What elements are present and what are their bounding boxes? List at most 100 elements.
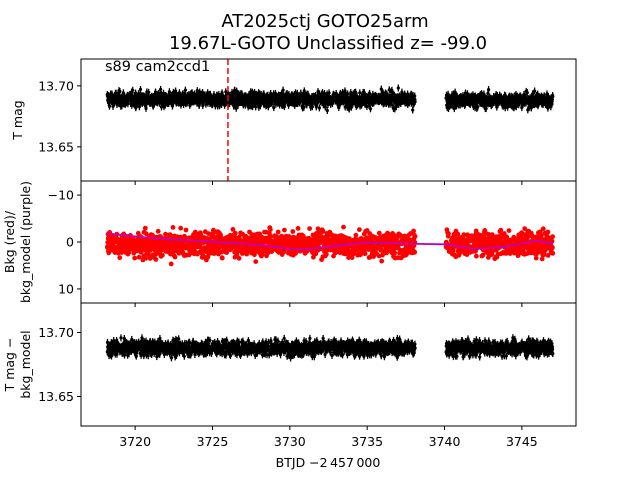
data-point (254, 105, 258, 109)
data-point (269, 91, 273, 96)
background-point (131, 250, 137, 256)
background-point (252, 252, 257, 258)
background-point (282, 227, 287, 233)
data-point (310, 105, 314, 109)
data-point (525, 91, 529, 95)
background-point (341, 224, 346, 230)
data-point (183, 88, 187, 92)
background-point (346, 255, 351, 260)
background-point (155, 228, 161, 234)
y-axis-label: T mag (10, 100, 25, 140)
background-point (163, 231, 168, 237)
background-point (117, 255, 123, 261)
data-point (147, 90, 151, 94)
data-point (514, 105, 518, 109)
data-point (258, 104, 262, 108)
background-point (290, 229, 296, 234)
data-point (302, 105, 306, 109)
data-point (302, 89, 306, 93)
background-point (232, 230, 238, 236)
data-point (337, 103, 342, 107)
data-point (281, 88, 285, 92)
background-point (206, 231, 212, 237)
background-point (183, 227, 189, 233)
data-point (396, 86, 400, 90)
background-point (219, 255, 225, 261)
background-point (269, 248, 275, 254)
background-point (349, 255, 355, 260)
background-point (300, 233, 306, 239)
data-point (144, 106, 148, 110)
background-point (324, 251, 329, 257)
background-point (230, 227, 236, 232)
background-point (268, 234, 274, 240)
chart-title-line-1: AT2025ctj GOTO25arm (221, 11, 428, 32)
background-point (216, 245, 222, 251)
background-point (147, 256, 153, 261)
chart-title-line-2: 19.67L-GOTO Unclassified z= -99.0 (169, 33, 487, 54)
background-point (172, 254, 178, 260)
background-point (265, 250, 271, 256)
background-point (362, 251, 368, 257)
background-point (307, 226, 312, 232)
data-point (159, 87, 163, 91)
data-point (390, 88, 394, 92)
data-point (387, 88, 391, 92)
data-point (163, 103, 167, 107)
data-point (487, 88, 491, 92)
flux-panel-marks (105, 84, 555, 114)
background-point (281, 249, 287, 255)
background-point (142, 225, 148, 231)
data-point (476, 105, 480, 109)
data-point (153, 90, 158, 94)
data-point (362, 91, 366, 95)
background-point (132, 255, 138, 261)
background-point (259, 252, 265, 257)
data-point (317, 106, 321, 110)
background-point (136, 254, 142, 260)
background-point (311, 254, 316, 260)
background-point (224, 250, 230, 256)
background-point (275, 229, 281, 235)
data-point (346, 92, 350, 96)
data-point (107, 104, 112, 108)
data-point (306, 92, 310, 96)
background-point (146, 252, 152, 258)
background-point (236, 255, 242, 261)
data-point (131, 88, 135, 92)
background-point (160, 252, 165, 258)
data-point (358, 91, 362, 95)
flux-panel-frame (80, 58, 577, 182)
data-point (484, 107, 488, 111)
data-point (118, 89, 122, 94)
background-point (168, 261, 174, 267)
background-point (267, 227, 273, 232)
background-point (153, 257, 159, 262)
background-point (143, 255, 149, 261)
data-point (287, 103, 291, 107)
data-point (134, 91, 138, 95)
flux-panel: 13.65 13.70 T mag s89 cam2ccd1 (10, 58, 577, 185)
data-point (325, 108, 329, 113)
background-point (320, 229, 326, 234)
background-point (371, 254, 376, 259)
background-point (353, 232, 359, 238)
data-point (368, 91, 372, 96)
data-point (195, 89, 199, 93)
data-point (413, 100, 417, 104)
background-point (253, 259, 259, 264)
data-point (411, 108, 415, 112)
background-point (178, 225, 184, 231)
background-point (295, 226, 301, 231)
data-point (323, 105, 327, 109)
background-point (357, 227, 362, 233)
data-point (174, 91, 178, 95)
data-point (272, 106, 276, 110)
data-point (368, 107, 373, 111)
background-point (170, 225, 176, 230)
data-point (197, 103, 201, 107)
data-point (138, 87, 143, 91)
